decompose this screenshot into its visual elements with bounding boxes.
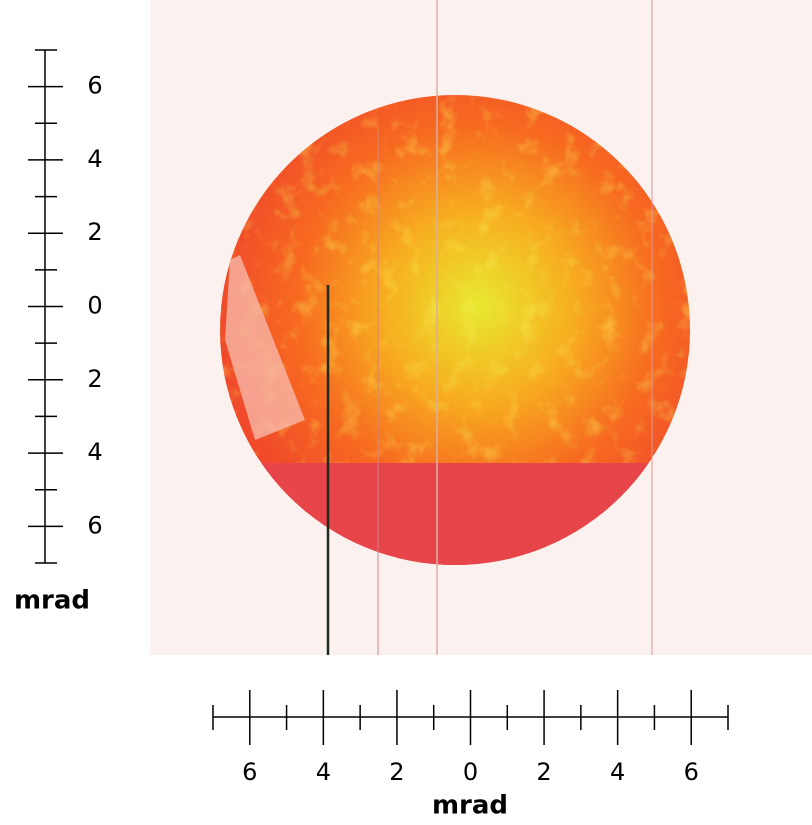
unit-label: mrad — [14, 586, 90, 616]
tick-label: 2 — [87, 218, 102, 246]
tick-label: 2 — [87, 365, 102, 393]
tick-label: 6 — [87, 511, 102, 539]
tick-label: 0 — [87, 292, 102, 320]
horizontal-scale — [212, 690, 729, 745]
vertical-scale — [28, 49, 63, 564]
tick-label: 6 — [242, 758, 257, 786]
tick-label: 4 — [316, 758, 331, 786]
tick-label: 0 — [463, 758, 478, 786]
beam-image — [150, 0, 812, 655]
tick-label: 6 — [684, 758, 699, 786]
tick-label: 2 — [389, 758, 404, 786]
tick-label: 4 — [87, 438, 102, 466]
tick-label: 4 — [610, 758, 625, 786]
unit-label: mrad — [432, 791, 508, 821]
tick-label: 6 — [87, 72, 102, 100]
tick-label: 2 — [536, 758, 551, 786]
tick-label: 4 — [87, 145, 102, 173]
